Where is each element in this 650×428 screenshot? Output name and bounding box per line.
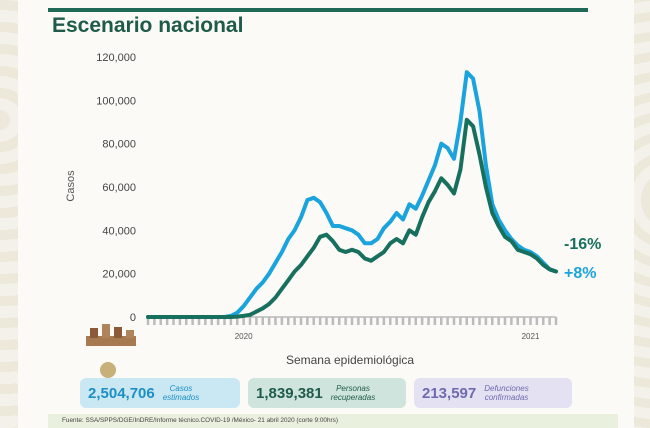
y-axis-label: Casos bbox=[65, 170, 77, 202]
x-axis-label: Semana epidemiológica bbox=[286, 353, 414, 367]
end-label-decrease: -16% bbox=[564, 236, 601, 253]
series-line-1 bbox=[146, 70, 558, 319]
stat-label-line2: recuperadas bbox=[330, 393, 376, 402]
series-line-2 bbox=[146, 117, 558, 319]
x-axis: 2020 2021 bbox=[146, 316, 558, 341]
stat-value: 1,839,381 bbox=[256, 384, 323, 402]
y-tick-label: 20,000 bbox=[102, 269, 136, 281]
top-accent-bar bbox=[48, 8, 588, 12]
source-footer: Fuente: SSA/SPPS/DGE/InDRE/Informe técni… bbox=[48, 414, 618, 428]
y-tick-label: 100,000 bbox=[96, 95, 136, 107]
y-tick-label: 120,000 bbox=[96, 52, 136, 64]
end-label-increase: +8% bbox=[564, 265, 596, 282]
y-tick-label: 0 bbox=[130, 312, 136, 324]
stat-estimated-cases: 2,504,706 Casos estimados bbox=[80, 378, 240, 408]
slide-title: Escenario nacional bbox=[52, 14, 244, 37]
stat-recovered: 1,839,381 Personas recuperadas bbox=[248, 378, 406, 408]
seal-icon bbox=[100, 362, 116, 378]
stat-label-line1: Casos bbox=[169, 384, 193, 393]
y-tick-label: 60,000 bbox=[102, 182, 136, 194]
chart-series bbox=[146, 70, 558, 319]
stat-label: Casos estimados bbox=[163, 384, 199, 402]
building-emblem-icon bbox=[86, 324, 136, 346]
stat-label-line1: Defunciones bbox=[484, 384, 529, 393]
x-year-label: 2021 bbox=[522, 332, 540, 341]
stat-label-line2: estimados bbox=[162, 393, 200, 402]
stat-label: Defunciones confirmadas bbox=[484, 384, 528, 402]
y-axis: 0 20,000 40,000 60,000 80,000 100,000 120,000 bbox=[96, 52, 136, 324]
stat-value: 213,597 bbox=[422, 384, 477, 402]
y-tick-label: 80,000 bbox=[102, 139, 136, 151]
stat-label: Personas recuperadas bbox=[331, 384, 375, 402]
x-year-label: 2020 bbox=[235, 332, 253, 341]
stat-deaths: 213,597 Defunciones confirmadas bbox=[414, 378, 572, 408]
y-tick-label: 40,000 bbox=[102, 225, 136, 237]
stat-label-line2: confirmadas bbox=[484, 393, 529, 402]
stat-value: 2,504,706 bbox=[88, 384, 155, 402]
stat-label-line1: Personas bbox=[336, 384, 370, 393]
